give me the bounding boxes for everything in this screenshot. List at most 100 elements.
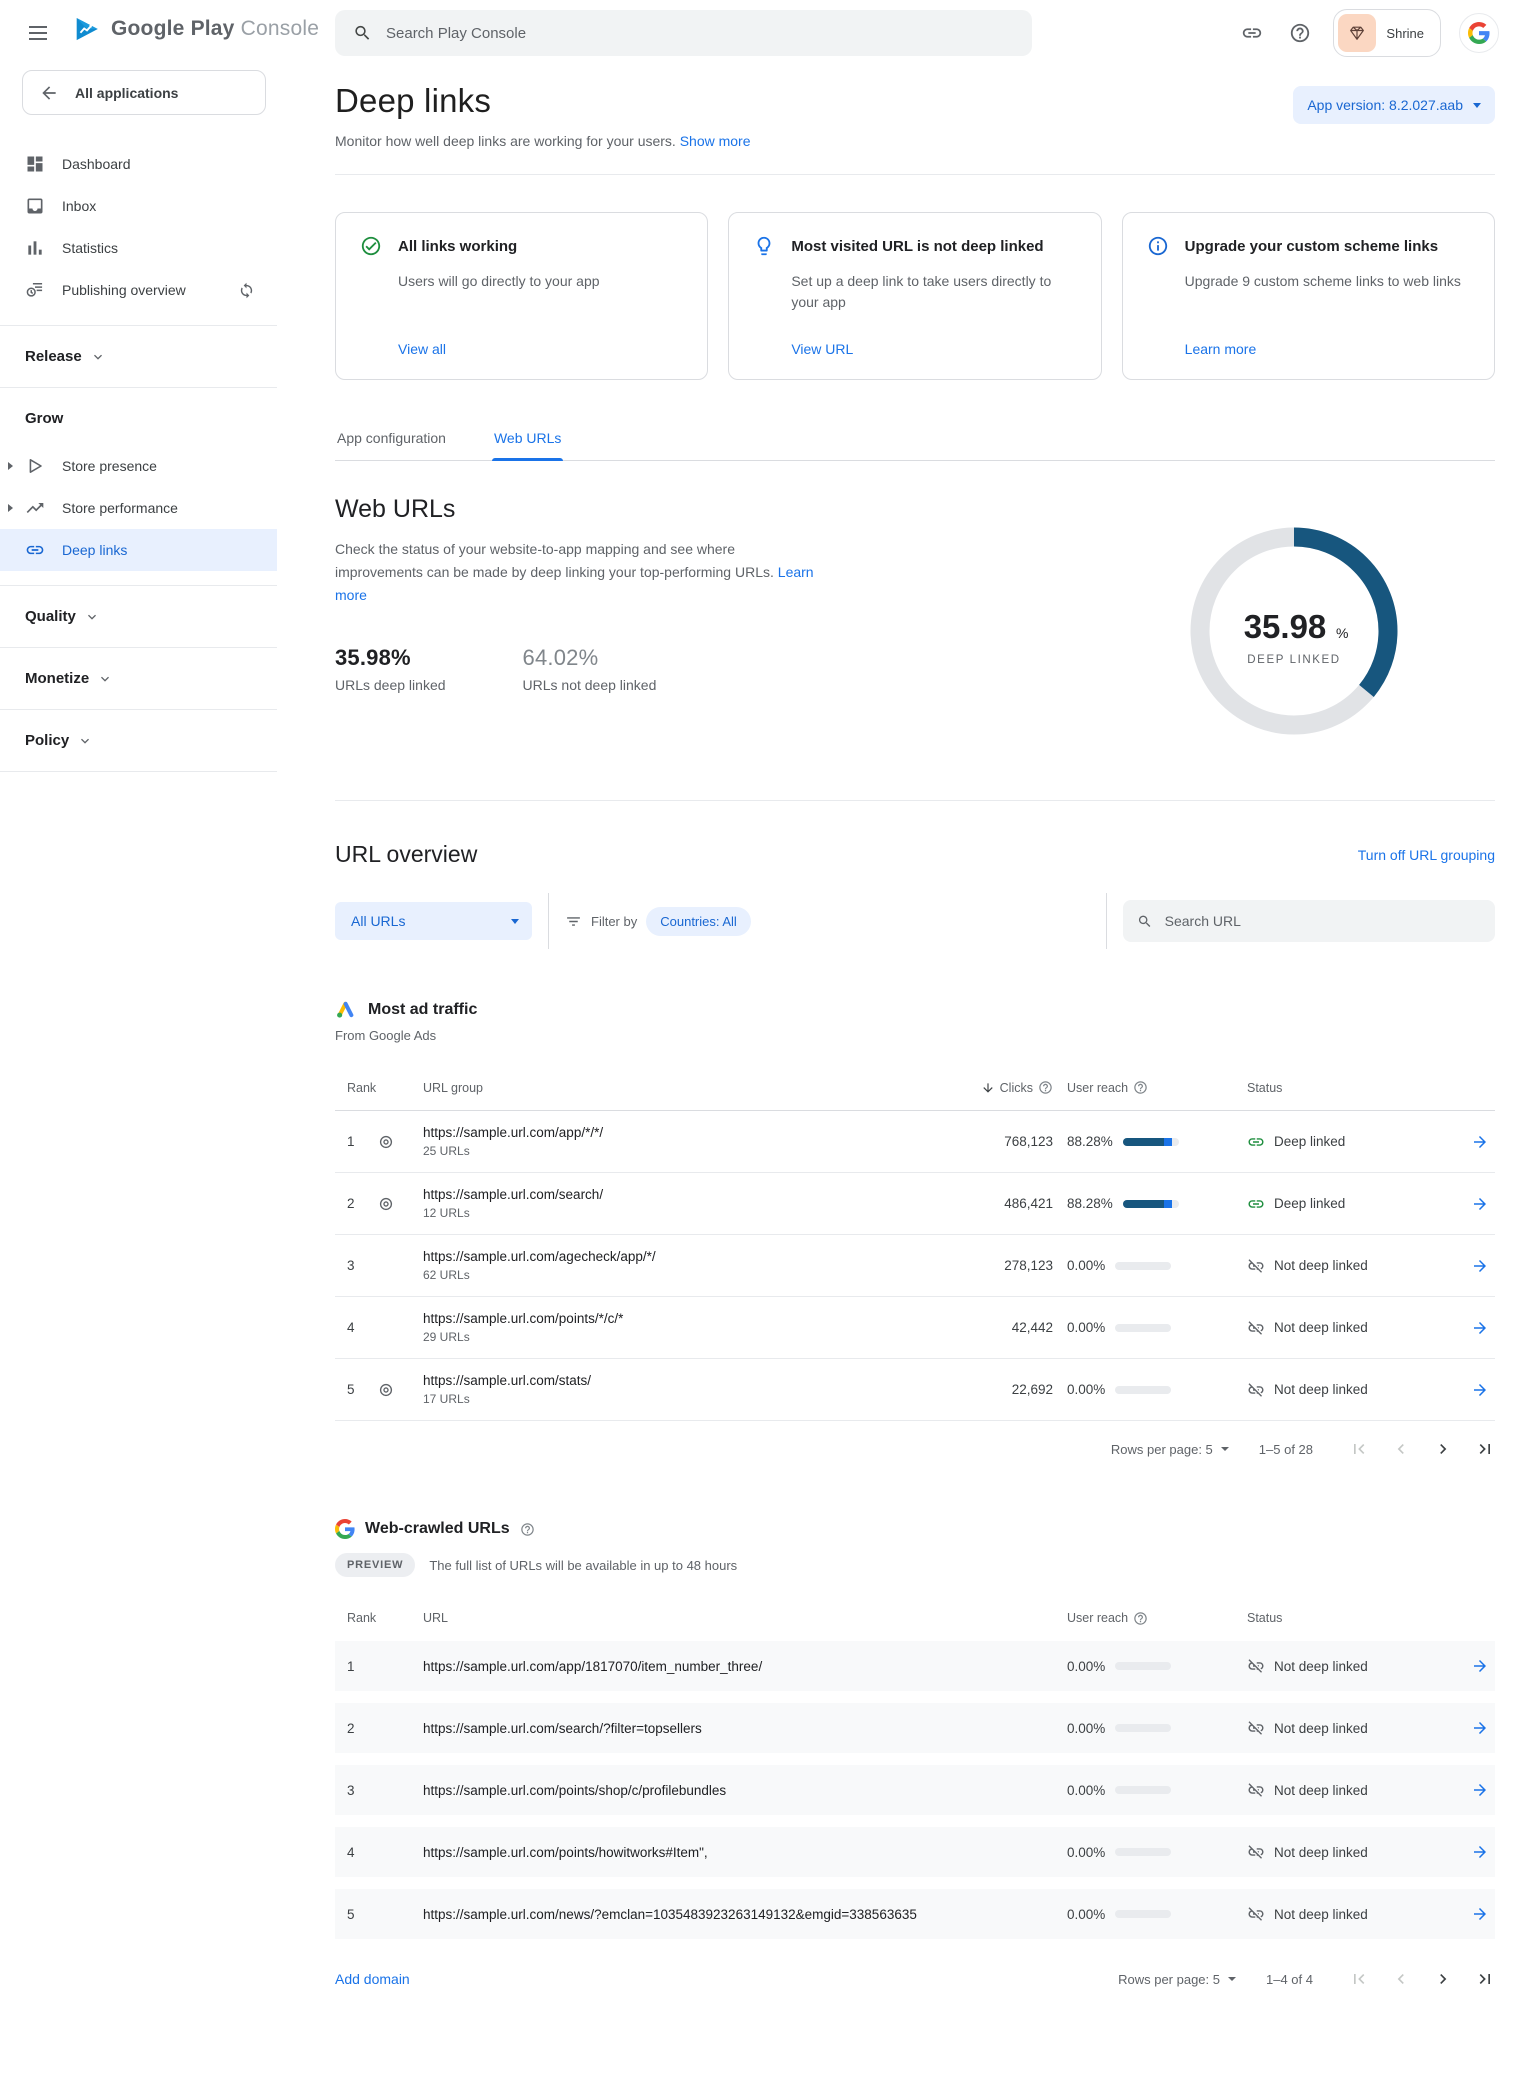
url-link[interactable]: https://sample.url.com/news/?emclan=1035… (423, 1906, 917, 1922)
sidebar-section-policy[interactable]: Policy (0, 724, 277, 757)
google-ads-icon (337, 1001, 354, 1018)
open-row-button[interactable] (1451, 1843, 1495, 1861)
open-row-button[interactable] (1451, 1657, 1495, 1675)
next-page-button[interactable] (1433, 1439, 1453, 1459)
help-icon[interactable] (1038, 1080, 1053, 1095)
user-reach-cell: 88.28% (1053, 1196, 1243, 1211)
url-search-input[interactable] (1164, 913, 1481, 929)
global-search[interactable] (335, 10, 1032, 56)
view-url-link[interactable]: View URL (791, 341, 854, 357)
sidebar-item-publishing-overview[interactable]: Publishing overview (0, 269, 277, 311)
previous-page-button[interactable] (1391, 1969, 1411, 1989)
sidebar-item-deep-links[interactable]: Deep links (0, 529, 277, 571)
open-row-button[interactable] (1451, 1905, 1495, 1923)
expand-arrow-icon[interactable] (8, 462, 13, 470)
open-row-button[interactable] (1451, 1195, 1495, 1213)
open-row-button[interactable] (1451, 1319, 1495, 1337)
previous-page-button[interactable] (1391, 1439, 1411, 1459)
stat-label: URLs not deep linked (522, 677, 657, 694)
sidebar-nav: Dashboard Inbox Statistics Publishing ov… (0, 143, 277, 772)
open-row-button[interactable] (1451, 1133, 1495, 1151)
current-app-chip[interactable]: Shrine (1333, 9, 1441, 57)
url-link[interactable]: https://sample.url.com/app/1817070/item_… (423, 1658, 763, 1674)
reach-bar (1115, 1385, 1172, 1394)
url-group-link[interactable]: https://sample.url.com/search/ (423, 1187, 604, 1202)
sidebar-section-quality[interactable]: Quality (0, 600, 277, 633)
sidebar-item-store-performance[interactable]: Store performance (0, 487, 277, 529)
rows-per-page-selector[interactable]: Rows per page: 5 (1111, 1442, 1229, 1457)
learn-more-link[interactable]: Learn more (1184, 341, 1257, 357)
col-user-reach: User reach (1053, 1611, 1243, 1626)
open-row-button[interactable] (1451, 1257, 1495, 1275)
url-group-link[interactable]: https://sample.url.com/stats/ (423, 1373, 592, 1388)
sidebar-item-statistics[interactable]: Statistics (0, 227, 277, 269)
sidebar-item-store-presence[interactable]: Store presence (0, 445, 277, 487)
url-group-link[interactable]: https://sample.url.com/app/*/*/ (423, 1125, 604, 1140)
stat-not-deep-linked: 64.02% URLs not deep linked (523, 645, 657, 693)
url-link[interactable]: https://sample.url.com/points/howitworks… (423, 1844, 708, 1860)
url-group-link[interactable]: https://sample.url.com/points/*/c/* (423, 1311, 624, 1326)
first-page-button[interactable] (1349, 1969, 1369, 1989)
all-applications-button[interactable]: All applications (22, 70, 266, 115)
rank-cell: 5 (347, 1906, 355, 1922)
user-reach-cell: 0.00% (1053, 1783, 1243, 1798)
status-badge: Not deep linked (1243, 1843, 1451, 1861)
user-reach-cell: 0.00% (1053, 1907, 1243, 1922)
url-type-dropdown[interactable]: All URLs (335, 902, 532, 940)
link-shortcut-button[interactable] (1237, 18, 1267, 48)
rows-per-page-selector[interactable]: Rows per page: 5 (1118, 1972, 1236, 1987)
tab-web-urls[interactable]: Web URLs (491, 417, 564, 461)
play-console-logo[interactable]: Google Play Console (72, 14, 319, 44)
view-all-link[interactable]: View all (398, 341, 446, 357)
expand-arrow-icon[interactable] (8, 504, 13, 512)
page-subtitle: Monitor how well deep links are working … (335, 133, 751, 149)
visibility-cell[interactable] (377, 1381, 423, 1399)
help-icon[interactable] (1133, 1080, 1148, 1095)
global-search-input[interactable] (386, 24, 1014, 42)
help-icon[interactable] (1133, 1611, 1148, 1626)
first-page-button[interactable] (1349, 1439, 1369, 1459)
open-row-button[interactable] (1451, 1781, 1495, 1799)
open-row-button[interactable] (1451, 1381, 1495, 1399)
countries-filter-chip[interactable]: Countries: All (646, 906, 751, 936)
last-page-button[interactable] (1475, 1969, 1495, 1989)
account-avatar[interactable] (1459, 13, 1499, 53)
url-count: 62 URLs (423, 1268, 470, 1282)
sidebar-section-release[interactable]: Release (0, 340, 277, 373)
filter-by-group: Filter by Countries: All (565, 906, 751, 936)
app-version-selector[interactable]: App version: 8.2.027.aab (1293, 86, 1495, 124)
sidebar-item-label: Store performance (62, 500, 178, 516)
col-clicks[interactable]: Clicks (908, 1080, 1053, 1095)
add-domain-link[interactable]: Add domain (335, 1971, 410, 1987)
sync-icon[interactable] (238, 282, 255, 299)
sidebar-divider (0, 585, 277, 586)
lightbulb-icon (757, 236, 771, 256)
sidebar-section-monetize[interactable]: Monetize (0, 662, 277, 695)
reach-bar (1115, 1786, 1172, 1794)
card-title: All links working (398, 237, 518, 255)
open-row-button[interactable] (1451, 1719, 1495, 1737)
next-page-button[interactable] (1433, 1969, 1453, 1989)
url-group-link[interactable]: https://sample.url.com/agecheck/app/*/ (423, 1249, 656, 1264)
open-arrow-icon (1474, 1321, 1486, 1334)
learn-more-link[interactable]: Learn more (335, 564, 814, 604)
visibility-cell[interactable] (377, 1195, 423, 1213)
rank-cell: 1 (347, 1658, 355, 1674)
menu-button[interactable] (20, 15, 56, 51)
url-link[interactable]: https://sample.url.com/search/?filter=to… (423, 1720, 702, 1736)
turn-off-url-grouping-link[interactable]: Turn off URL grouping (1357, 846, 1495, 863)
tab-app-configuration[interactable]: App configuration (337, 430, 446, 446)
visibility-cell[interactable] (377, 1133, 423, 1151)
show-more-link[interactable]: Show more (679, 133, 751, 149)
url-link[interactable]: https://sample.url.com/points/shop/c/pro… (423, 1782, 727, 1798)
open-arrow-icon (1474, 1722, 1486, 1734)
help-button[interactable] (1285, 18, 1315, 48)
sidebar-item-dashboard[interactable]: Dashboard (0, 143, 277, 185)
url-search-box[interactable] (1123, 900, 1495, 942)
clicks-cell: 22,692 (1011, 1382, 1053, 1397)
sidebar-item-inbox[interactable]: Inbox (0, 185, 277, 227)
deep-link-stats: 35.98% URLs deep linked 64.02% URLs not … (335, 645, 1495, 693)
last-page-button[interactable] (1475, 1439, 1495, 1459)
page-title: Deep links (335, 82, 492, 119)
help-icon[interactable] (520, 1522, 535, 1537)
